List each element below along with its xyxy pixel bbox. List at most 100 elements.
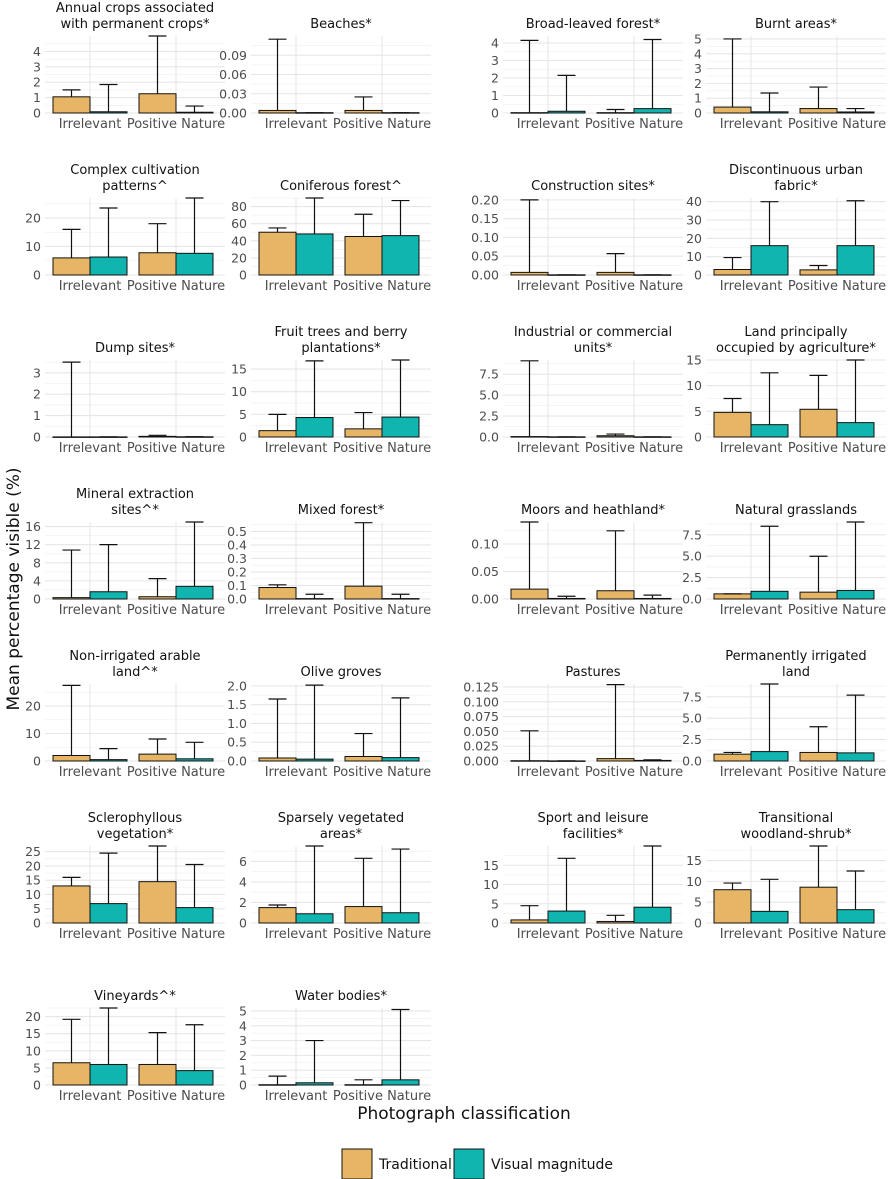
x-tick-label: Positive Nature bbox=[585, 603, 683, 618]
bar-traditional bbox=[344, 906, 383, 924]
bar-traditional bbox=[138, 252, 177, 276]
x-tick-label: Positive Nature bbox=[333, 765, 431, 780]
panel: Moors and heathland* 0.00 0.05 0.10 Irreleva… bbox=[471, 503, 683, 618]
bar-visual-magnitude bbox=[295, 758, 334, 762]
bar-visual-magnitude bbox=[836, 909, 875, 924]
bar-traditional bbox=[799, 269, 838, 276]
bar-visual-magnitude bbox=[836, 422, 875, 438]
bar-traditional bbox=[138, 93, 177, 114]
x-tick-label: Irrelevant bbox=[517, 765, 580, 780]
panel-title: Sport and leisure bbox=[538, 811, 649, 826]
bar-traditional bbox=[138, 596, 177, 600]
bar-visual-magnitude bbox=[750, 590, 789, 600]
y-tick-label: 2 bbox=[33, 75, 41, 90]
x-tick-label: Irrelevant bbox=[517, 117, 580, 132]
y-tick-label: 15 bbox=[483, 858, 499, 873]
y-tick-label: 0.10 bbox=[471, 230, 499, 245]
x-axis-label: Photograph classification bbox=[357, 1104, 571, 1124]
y-tick-label: 5 bbox=[694, 895, 702, 910]
y-tick-label: 0 bbox=[694, 430, 702, 445]
panel-title: Mineral extraction bbox=[76, 487, 194, 502]
panel-title: sites^* bbox=[111, 503, 159, 518]
bar-visual-magnitude bbox=[175, 907, 214, 924]
y-tick-label: 0 bbox=[33, 916, 41, 931]
y-tick-label: 0.03 bbox=[219, 86, 247, 101]
x-tick-label: Irrelevant bbox=[265, 603, 328, 618]
bar-traditional bbox=[510, 112, 549, 114]
bar-visual-magnitude bbox=[89, 903, 128, 924]
panel: Coniferous forest^ 0 20 40 60 80 Irrelevant Pos… bbox=[231, 179, 431, 294]
bar-visual-magnitude bbox=[295, 417, 334, 438]
panel-title: Construction sites* bbox=[531, 179, 655, 194]
bar-visual-magnitude bbox=[295, 233, 334, 276]
panel-title: Pastures bbox=[565, 665, 620, 680]
y-tick-label: 0.00 bbox=[219, 106, 247, 121]
x-tick-label: Irrelevant bbox=[59, 603, 122, 618]
y-tick-label: 4 bbox=[33, 573, 41, 588]
y-tick-label: 15 bbox=[686, 853, 702, 868]
y-tick-label: 3 bbox=[33, 59, 41, 74]
panel-title: Vineyards^* bbox=[94, 989, 176, 1004]
bar-visual-magnitude bbox=[175, 758, 214, 762]
bar-visual-magnitude bbox=[836, 245, 875, 276]
y-tick-label: 15 bbox=[25, 1026, 41, 1041]
x-tick-label: Positive Nature bbox=[127, 279, 225, 294]
y-tick-label: 1.5 bbox=[227, 697, 247, 712]
y-tick-label: 0 bbox=[33, 430, 41, 445]
x-tick-label: Irrelevant bbox=[59, 441, 122, 456]
bar-traditional bbox=[344, 428, 383, 438]
panel-title: Transitional bbox=[758, 811, 833, 826]
bar-traditional bbox=[258, 109, 297, 114]
y-tick-label: 0.025 bbox=[463, 739, 499, 754]
y-tick-label: 20 bbox=[231, 250, 247, 265]
y-tick-label: 4 bbox=[694, 46, 702, 61]
bar-traditional bbox=[799, 408, 838, 438]
y-tick-label: 10 bbox=[231, 384, 247, 399]
y-tick-label: 12 bbox=[25, 537, 41, 552]
y-tick-label: 2.0 bbox=[227, 678, 247, 693]
y-tick-label: 1.0 bbox=[227, 716, 247, 731]
bar-traditional bbox=[258, 587, 297, 600]
y-tick-label: 20 bbox=[686, 231, 702, 246]
legend: Traditional Visual magnitude bbox=[341, 1148, 613, 1179]
y-tick-label: 2 bbox=[491, 71, 499, 86]
y-tick-label: 2.5 bbox=[682, 570, 702, 585]
panel-title: with permanent crops* bbox=[60, 17, 210, 32]
bar-traditional bbox=[52, 755, 91, 762]
x-tick-label: Irrelevant bbox=[720, 927, 783, 942]
panel-title: plantations* bbox=[301, 341, 381, 356]
y-tick-label: 0.09 bbox=[219, 48, 247, 63]
bar-traditional bbox=[344, 585, 383, 600]
bar-visual-magnitude bbox=[750, 910, 789, 924]
bar-traditional bbox=[344, 755, 383, 762]
y-tick-label: 8 bbox=[33, 555, 41, 570]
y-tick-label: 0.3 bbox=[227, 551, 247, 566]
y-tick-label: 0 bbox=[694, 916, 702, 931]
y-tick-label: 0 bbox=[33, 592, 41, 607]
y-tick-label: 2 bbox=[694, 76, 702, 91]
bar-traditional bbox=[596, 920, 635, 924]
panel-title: patterns^ bbox=[102, 179, 167, 194]
legend-swatch-traditional bbox=[341, 1148, 373, 1179]
x-tick-label: Irrelevant bbox=[517, 603, 580, 618]
y-tick-label: 10 bbox=[25, 887, 41, 902]
y-tick-label: 0.075 bbox=[463, 709, 499, 724]
y-tick-label: 5 bbox=[239, 407, 247, 422]
bar-visual-magnitude bbox=[633, 597, 672, 600]
bar-traditional bbox=[258, 1084, 297, 1086]
bar-traditional bbox=[52, 257, 91, 276]
x-tick-label: Positive Nature bbox=[127, 1089, 225, 1104]
bar-visual-magnitude bbox=[750, 111, 789, 114]
x-tick-label: Positive Nature bbox=[585, 927, 683, 942]
bar-visual-magnitude bbox=[175, 585, 214, 600]
bar-traditional bbox=[713, 106, 752, 114]
bar-traditional bbox=[258, 757, 297, 762]
y-tick-label: 2 bbox=[33, 387, 41, 402]
